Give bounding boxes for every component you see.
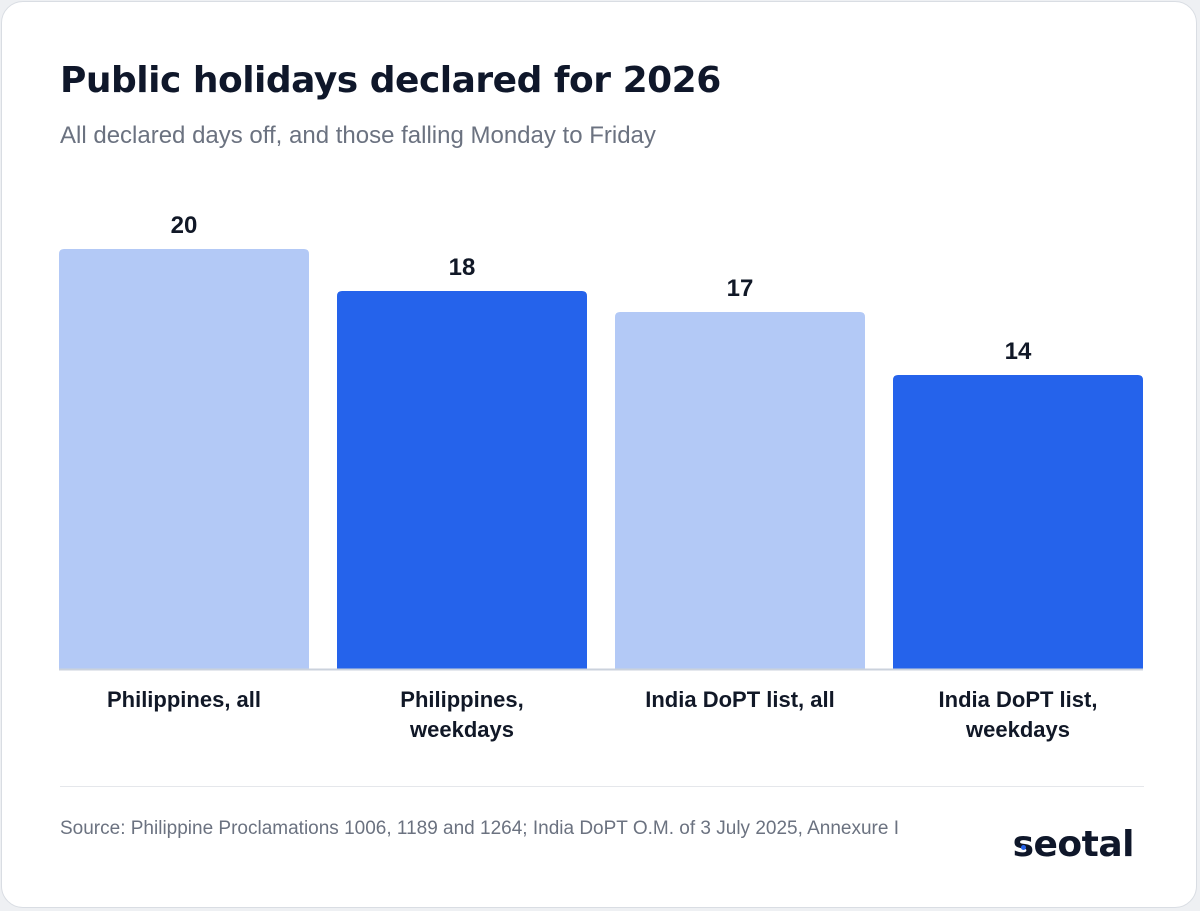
brand-logo-text: seotal: [1012, 824, 1135, 865]
footer-divider: [60, 786, 1144, 787]
bar-1: [59, 249, 309, 669]
value-label-3: 17: [727, 275, 754, 302]
category-label-3: India DoPT list, all: [645, 687, 834, 712]
category-label-1: Philippines, all: [107, 687, 261, 712]
brand-logo: seotal: [1012, 824, 1135, 865]
category-label-2: Philippines, weekdays: [400, 687, 523, 742]
value-label-2: 18: [449, 254, 476, 281]
bar-2: [337, 291, 587, 669]
logo-dot-icon: [1020, 845, 1026, 850]
bar-chart: 20 Philippines, all 18 Philippines, weekdays…: [59, 212, 1143, 742]
source-note: Source: Philippine Proclamations 1006, 1…: [60, 818, 899, 839]
category-label-4: India DoPT list, weekdays: [939, 687, 1098, 742]
value-label-1: 20: [171, 212, 198, 239]
bar-3: [615, 312, 865, 669]
chart-subtitle: All declared days off, and those falling…: [60, 122, 656, 149]
bar-4: [893, 375, 1143, 669]
chart-title: Public holidays declared for 2026: [60, 60, 721, 101]
value-label-4: 14: [1005, 338, 1032, 365]
